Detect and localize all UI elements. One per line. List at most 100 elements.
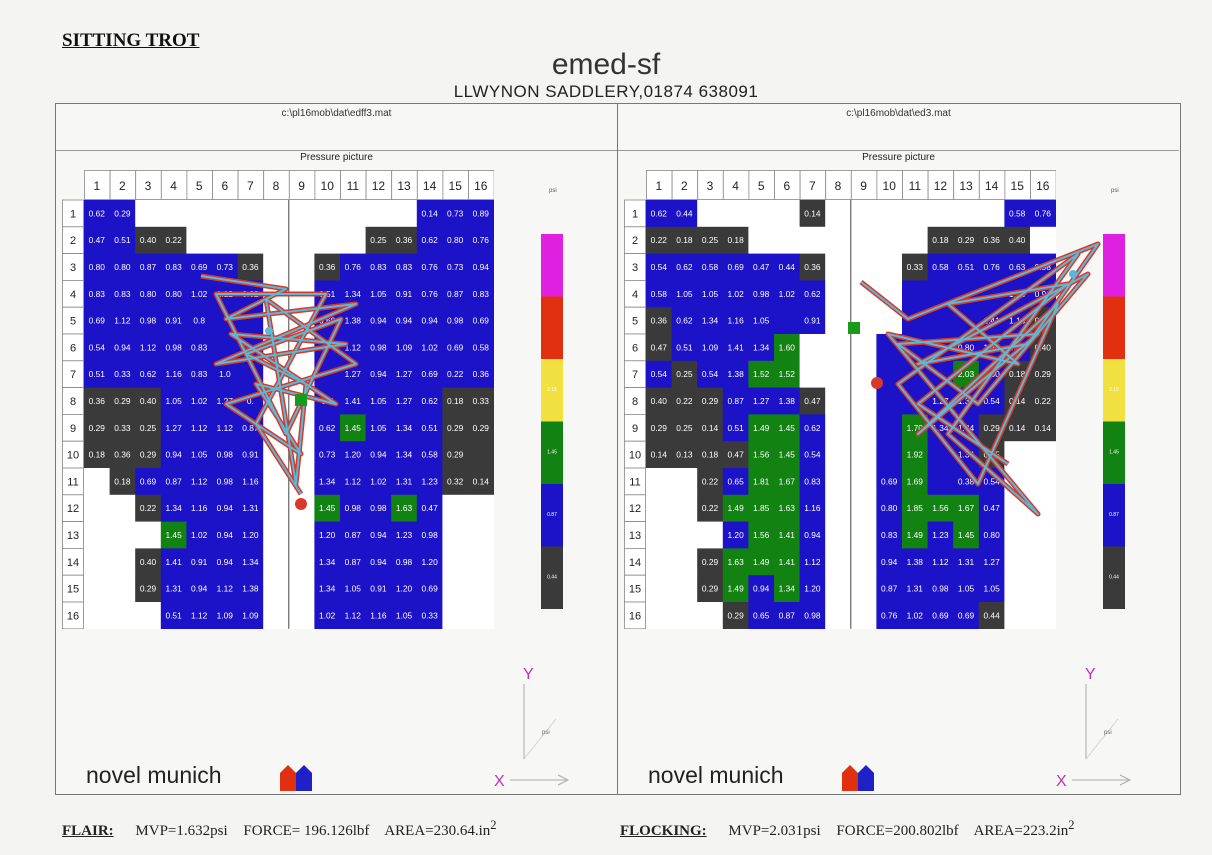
heatmap-cell [646,360,672,388]
cell-value: 0.29 [140,450,157,460]
heatmap-cell [902,200,928,228]
heatmap-cell [825,602,852,630]
cell-value: 0.98 [345,503,362,513]
cell-value: 0.14 [651,450,668,460]
heatmap-cell [391,414,418,442]
cell-value: 0.36 [804,262,821,272]
cell-value: 0.76 [473,235,490,245]
legend-label: 1.45 [1109,450,1119,456]
heatmap-cell [876,521,903,549]
cell-value: 0.94 [370,369,387,379]
cell-value: 0.91 [191,557,208,567]
cell-value: 0.54 [651,369,668,379]
cell-value: 1.12 [932,557,949,567]
column-header-cell [722,170,750,200]
heatmap-cell [697,253,724,281]
cell-value: 0.14 [421,208,438,218]
cell-value: 0.62 [140,369,157,379]
column-header-cell [237,170,265,200]
cell-value: 0.29 [702,584,719,594]
heatmap-cell [850,575,877,603]
legend-label: 2.15 [547,387,557,393]
heatmap-cell [109,414,136,442]
cell-value: 0.98 [370,503,387,513]
heatmap-cell [876,226,903,254]
heatmap-cell [288,521,315,549]
heatmap-cell [722,468,749,496]
report-frame: c:\pl16mob\dat\edff3.mat Pressure pictur… [55,103,1181,795]
heatmap-cell [748,602,775,630]
cell-value: 1.34 [345,289,362,299]
heatmap-cell [84,468,110,496]
cell-value: 1.85 [753,503,770,513]
heatmap-cell [825,468,852,496]
heatmap-cell [722,360,749,388]
cell-value: 0.91 [396,289,413,299]
heatmap-cell [340,548,366,576]
cell-value: 0.47 [727,450,744,460]
row-label: 9 [70,423,76,435]
heatmap-cell [416,575,443,603]
heatmap-cell [468,200,494,228]
heatmap-cell [671,280,698,308]
cell-value: 1.05 [702,289,719,299]
heatmap-cell [84,441,110,469]
heatmap-cell [927,468,954,496]
cell-value: 0.76 [1035,208,1052,218]
heatmap-cell [722,414,749,442]
cell-value: 0.22 [165,235,182,245]
cell-value: 1.38 [345,316,362,326]
cell-value: 0.29 [447,423,464,433]
heatmap-cell [748,280,775,308]
cell-value: 1.60 [779,342,796,352]
cell-value: 0.83 [370,262,387,272]
cell-value: 0. [247,396,254,406]
heatmap-cell [825,494,852,522]
heatmap-cell [442,226,469,254]
heatmap-cell [902,548,928,576]
cell-value: 0.51 [114,235,131,245]
cell-value: 0.87 [881,584,898,594]
cell-value: 0.25 [676,423,693,433]
cell-value: 0.22 [702,476,719,486]
plot-title: Pressure picture [862,152,935,163]
heatmap-cell [109,441,136,469]
cell-value: 0.18 [727,235,744,245]
cell-value: 1.41 [983,316,1000,326]
heatmap-cell [722,548,749,576]
column-label: 8 [273,179,280,193]
footer-area-sup: 2 [490,818,497,832]
heatmap-cell [84,200,110,228]
panel-divider [617,104,618,794]
cell-value: 0.47 [804,396,821,406]
cell-value: 1.02 [727,289,744,299]
heatmap-cell [825,334,852,362]
heatmap-cell [646,334,672,362]
legend-swatch [541,484,563,547]
heatmap-cell [340,441,366,469]
cell-value: 1.69 [907,476,924,486]
heatmap-cell [160,494,187,522]
heatmap-cell [109,253,136,281]
heatmap-cell [468,575,494,603]
heatmap-cell [442,280,469,308]
file-path: c:\pl16mob\dat\ed3.mat [846,108,951,119]
legend-label: 0.87 [547,512,557,518]
cell-value: 1.20 [242,530,259,540]
footer-force: FORCE=200.802lbf [836,823,959,839]
cell-value: 0.29 [702,396,719,406]
cell-value: 0.14 [1035,423,1052,433]
legend-unit: psi [1111,188,1119,194]
heatmap-cell [850,200,877,228]
cell-value: 0.83 [114,289,131,299]
column-label: 14 [985,179,999,193]
cell-value: 0.36 [983,235,1000,245]
cell-value: 0.18 [89,450,106,460]
column-label: 1 [655,179,662,193]
heatmap-cell [953,253,980,281]
heatmap-cell [442,602,469,630]
heatmap-cell [850,494,877,522]
legend-swatch [1103,546,1125,609]
heatmap-cell [799,253,826,281]
heatmap-cell [186,441,213,469]
